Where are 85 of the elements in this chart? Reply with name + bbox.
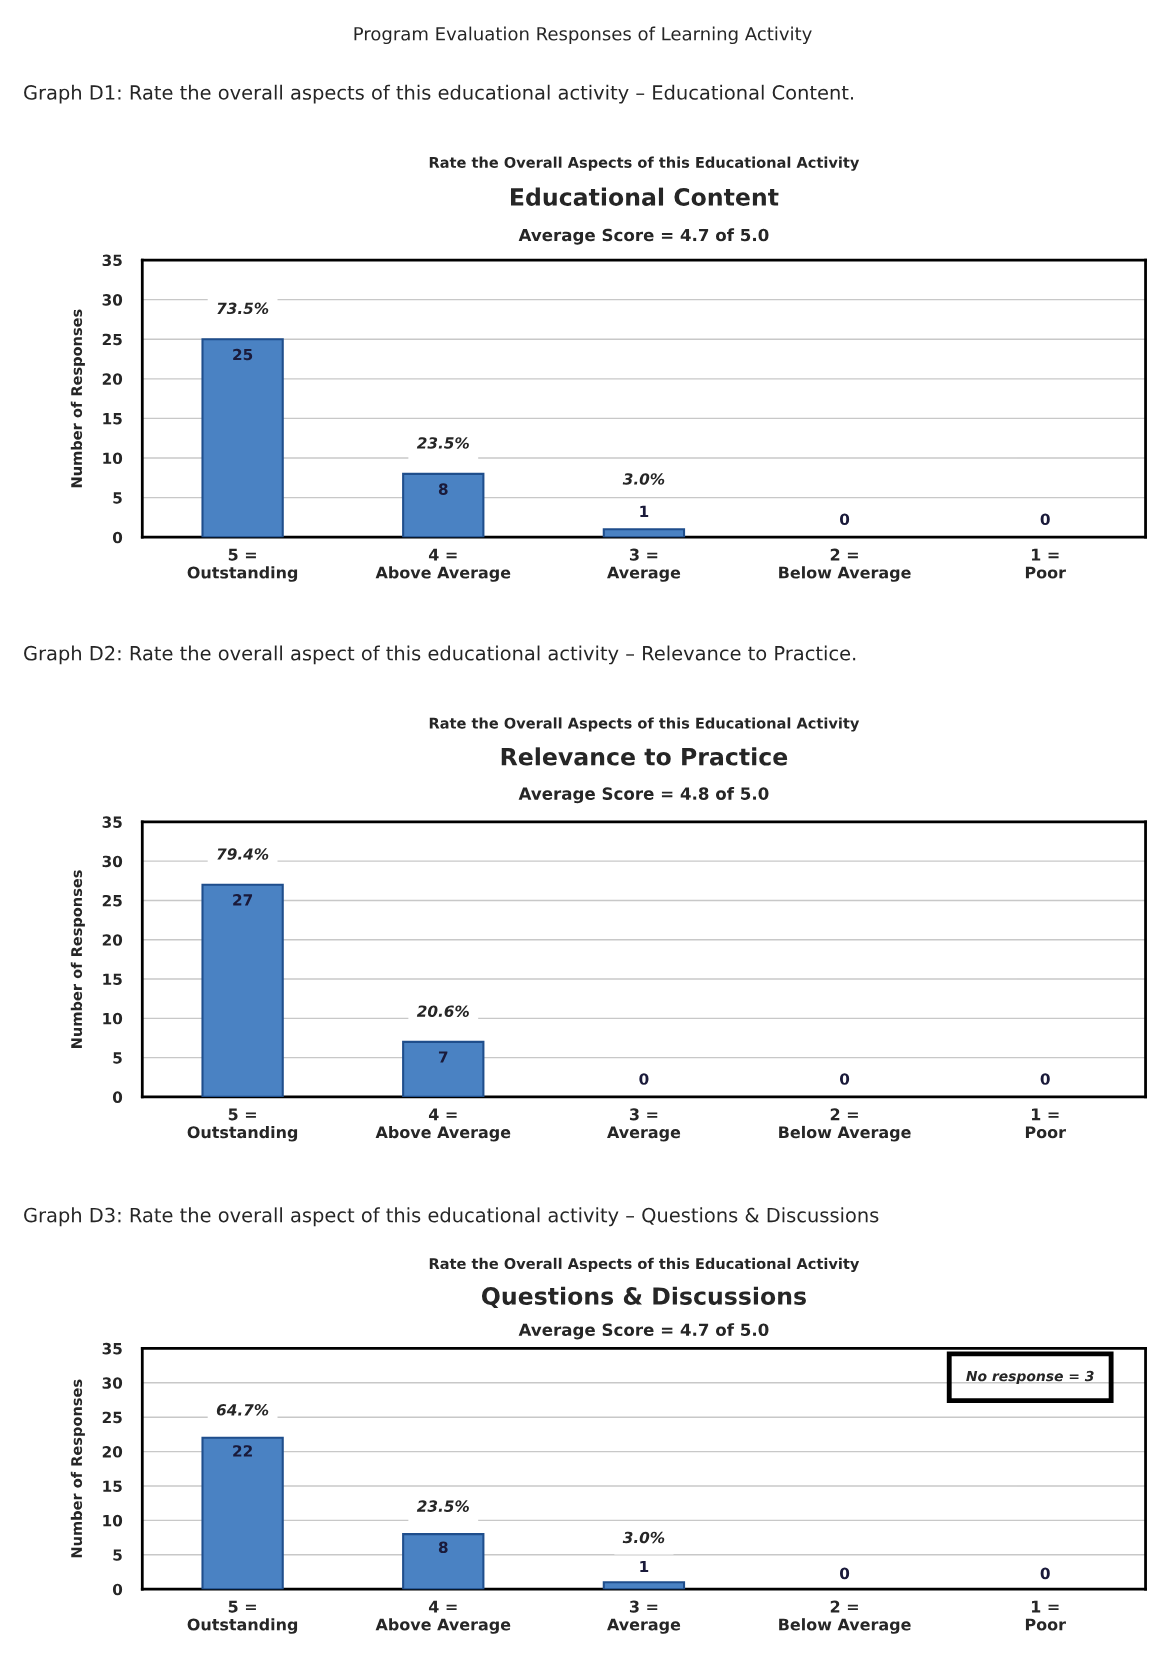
annotation: 20.6% — [416, 1005, 469, 1017]
y-tick-label: 30 — [102, 855, 123, 868]
data-label: 0 — [839, 1073, 850, 1085]
data-label: 0 — [1040, 1073, 1050, 1085]
annotation: 3.0% — [622, 473, 665, 485]
chart-subtitle: Average Score = 4.8 of 5.0 — [518, 786, 769, 804]
text: Rate the Overall Aspects of this Educational Activity — [429, 717, 860, 732]
annotation: 73.5% — [217, 302, 269, 315]
bar — [201, 1436, 284, 1590]
text: Program Evaluation Responses of Learning Activity — [354, 26, 812, 45]
y-tick-label: 10 — [103, 1514, 123, 1527]
y-tick-label: 25 — [102, 333, 122, 346]
caption: Graph D3: Rate the overall aspect of this educational activity – Questions & Discussions — [24, 1207, 879, 1227]
y-axis-title: Number of Responses — [70, 1379, 85, 1558]
annotation: No response = 3 — [966, 1370, 1094, 1385]
y-tick-label: 25 — [102, 1411, 122, 1424]
x-tick-label: 1 = Poor — [1025, 548, 1066, 579]
y-tick-label: 5 — [113, 492, 122, 504]
data-label: 0 — [839, 513, 850, 526]
data-label: 0 — [839, 1567, 850, 1580]
data-label: 25 — [233, 348, 253, 361]
x-tick-label: 1 = Poor — [1025, 1600, 1066, 1631]
text: Rate the Overall Aspects of this Educational Activity — [429, 1257, 860, 1273]
x-tick-label: 2 = Below Average — [779, 1108, 911, 1142]
y-tick-label: 0 — [112, 1583, 123, 1596]
data-label: 7 — [438, 1051, 448, 1063]
y-tick-label: 20 — [102, 1446, 123, 1458]
y-tick-label: 10 — [103, 452, 123, 465]
y-tick-label: 15 — [103, 1480, 122, 1493]
y-tick-label: 20 — [102, 934, 123, 946]
x-tick-label: 2 = Below Average — [779, 1600, 911, 1634]
x-tick-label: 4 = Above Average — [375, 548, 511, 582]
caption: Graph D1: Rate the overall aspects of this educational activity – Educational Content. — [24, 84, 854, 104]
data-label: 8 — [438, 483, 448, 495]
y-tick-label: 10 — [103, 1012, 123, 1025]
x-tick-label: 5 = Outstanding — [187, 1108, 298, 1142]
data-label: 0 — [639, 1073, 649, 1085]
x-tick-label: 5 = Outstanding — [187, 1600, 298, 1634]
annotation: 3.0% — [622, 1531, 665, 1544]
bar — [602, 1581, 686, 1590]
y-tick-label: 35 — [102, 816, 122, 828]
x-tick-label: 1 = Poor — [1025, 1108, 1066, 1139]
y-tick-label: 5 — [113, 1052, 122, 1064]
annotation: 23.5% — [416, 1500, 469, 1512]
annotation: 64.7% — [216, 1404, 269, 1416]
y-axis-title: Number of Responses — [70, 309, 85, 488]
bar — [402, 1533, 485, 1590]
y-tick-label: 5 — [113, 1549, 122, 1561]
x-tick-label: 4 = Above Average — [375, 1108, 511, 1142]
y-tick-label: 25 — [102, 894, 122, 907]
y-tick-label: 15 — [103, 413, 122, 425]
x-tick-label: 4 = Above Average — [375, 1600, 511, 1634]
x-tick-label: 3 = Average — [607, 1600, 681, 1634]
chart-title: Educational Content — [511, 187, 779, 206]
data-label: 8 — [438, 1541, 448, 1554]
annotation: 23.5% — [416, 437, 469, 449]
data-label: 27 — [233, 894, 253, 906]
x-tick-label: 3 = Average — [607, 1108, 681, 1142]
y-tick-label: 35 — [102, 254, 122, 267]
y-axis-title: Number of Responses — [70, 870, 85, 1048]
data-label: 1 — [640, 505, 649, 517]
y-tick-label: 30 — [102, 1377, 123, 1389]
x-tick-label: 2 = Below Average — [779, 548, 911, 582]
y-tick-label: 20 — [102, 373, 123, 385]
data-label: 1 — [640, 1560, 649, 1573]
chart-title: Questions & Discussions — [481, 1286, 806, 1309]
y-tick-label: 35 — [102, 1342, 122, 1355]
y-tick-label: 30 — [102, 294, 123, 306]
data-label: 0 — [1040, 513, 1050, 526]
chart-subtitle: Average Score = 4.7 of 5.0 — [518, 1323, 769, 1340]
bar — [602, 528, 686, 538]
data-label: 22 — [233, 1445, 252, 1457]
chart-title: Relevance to Practice — [501, 747, 788, 766]
y-tick-label: 0 — [112, 1091, 123, 1103]
text: Rate the Overall Aspects of this Educational Activity — [429, 156, 860, 171]
x-tick-label: 5 = Outstanding — [187, 548, 298, 582]
chart-subtitle: Average Score = 4.7 of 5.0 — [518, 228, 769, 245]
y-tick-label: 15 — [103, 973, 122, 986]
bar — [402, 472, 485, 538]
data-label: 0 — [1040, 1567, 1050, 1580]
annotation: 79.4% — [217, 848, 269, 860]
caption: Graph D2: Rate the overall aspect of this educational activity – Relevance to Practice. — [24, 645, 856, 665]
x-tick-label: 3 = Average — [607, 548, 681, 582]
bar — [201, 338, 284, 538]
y-tick-label: 0 — [112, 531, 123, 544]
